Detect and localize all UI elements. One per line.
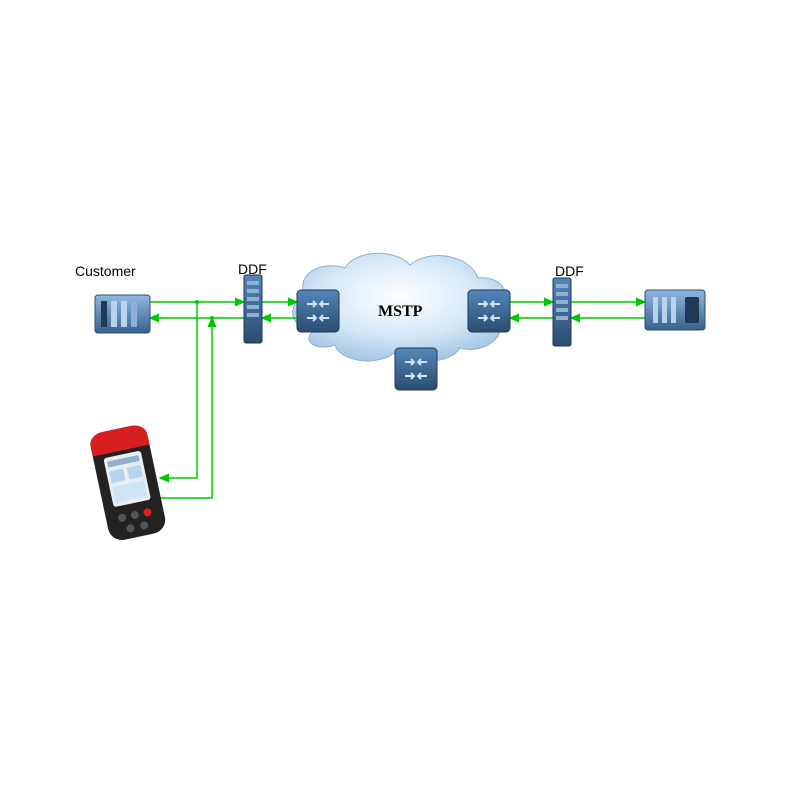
switch-3 — [395, 348, 437, 390]
remote-device — [645, 290, 705, 330]
switch-2 — [468, 290, 510, 332]
tester-device — [88, 423, 168, 543]
ddf-right-label: DDF — [555, 263, 584, 279]
ddf-left-label: DDF — [238, 261, 267, 277]
switch-1 — [297, 290, 339, 332]
diagram-svg — [0, 0, 800, 800]
customer-device — [95, 295, 150, 333]
tester-edges — [160, 300, 214, 498]
customer-label: Customer — [75, 263, 136, 279]
ddf-rack-left — [244, 275, 262, 343]
ddf-rack-right — [553, 278, 571, 346]
mstp-label: MSTP — [378, 303, 422, 321]
